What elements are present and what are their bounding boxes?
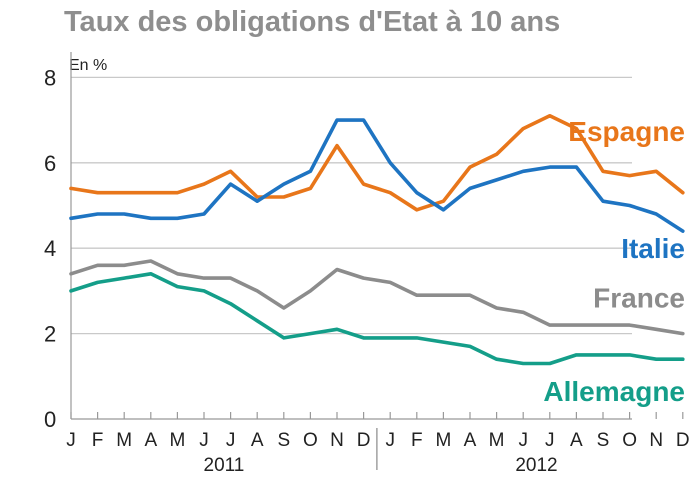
- x-tick-label: J: [385, 430, 395, 451]
- x-tick-label: S: [597, 430, 610, 451]
- x-tick-label: O: [303, 430, 318, 451]
- series-label-allemagne: Allemagne: [543, 376, 685, 407]
- x-tick-label: A: [464, 430, 477, 451]
- y-tick-label: 2: [44, 322, 56, 347]
- year-label: 2011: [204, 455, 245, 476]
- y-axis-unit-label: En %: [69, 57, 107, 74]
- year-label: 2012: [515, 455, 557, 476]
- series-line-espagne: [69, 114, 685, 212]
- y-tick-label: 4: [44, 236, 56, 261]
- chart-title: Taux des obligations d'Etat à 10 ans: [64, 6, 561, 38]
- y-tick-label: 0: [44, 407, 56, 432]
- y-tick-label: 8: [44, 65, 56, 90]
- series-label-espagne: Espagne: [568, 116, 685, 147]
- series-label-france: France: [593, 282, 685, 313]
- series-label-italie: Italie: [621, 233, 685, 264]
- x-tick-label: D: [357, 430, 371, 451]
- series-line-allemagne: [69, 272, 685, 366]
- x-tick-label: A: [144, 430, 157, 451]
- x-tick-label: J: [545, 430, 555, 451]
- x-tick-label: J: [199, 430, 209, 451]
- x-tick-label: J: [66, 430, 76, 451]
- y-tick-label: 6: [44, 151, 56, 176]
- x-tick-label: S: [277, 430, 290, 451]
- x-tick-label: M: [169, 430, 185, 451]
- x-tick-label: M: [116, 430, 132, 451]
- x-tick-label: D: [676, 430, 690, 451]
- series-lines: [69, 114, 685, 366]
- series-labels: Espagne Italie France Allemagne: [543, 116, 685, 407]
- x-tick-label: A: [570, 430, 583, 451]
- x-tick-label: O: [622, 430, 637, 451]
- x-tick-label: F: [411, 430, 423, 451]
- gridlines: [71, 76, 632, 335]
- x-tick-label: M: [435, 430, 451, 451]
- x-tick-label: A: [251, 430, 264, 451]
- x-tick-label: J: [518, 430, 528, 451]
- x-tick-label: M: [489, 430, 505, 451]
- series-line-italie: [69, 118, 685, 233]
- x-tick-label: N: [330, 430, 344, 451]
- x-tick-label: N: [649, 430, 663, 451]
- series-line-france: [69, 259, 685, 336]
- x-tick-label: J: [226, 430, 236, 451]
- x-tick-label: F: [92, 430, 104, 451]
